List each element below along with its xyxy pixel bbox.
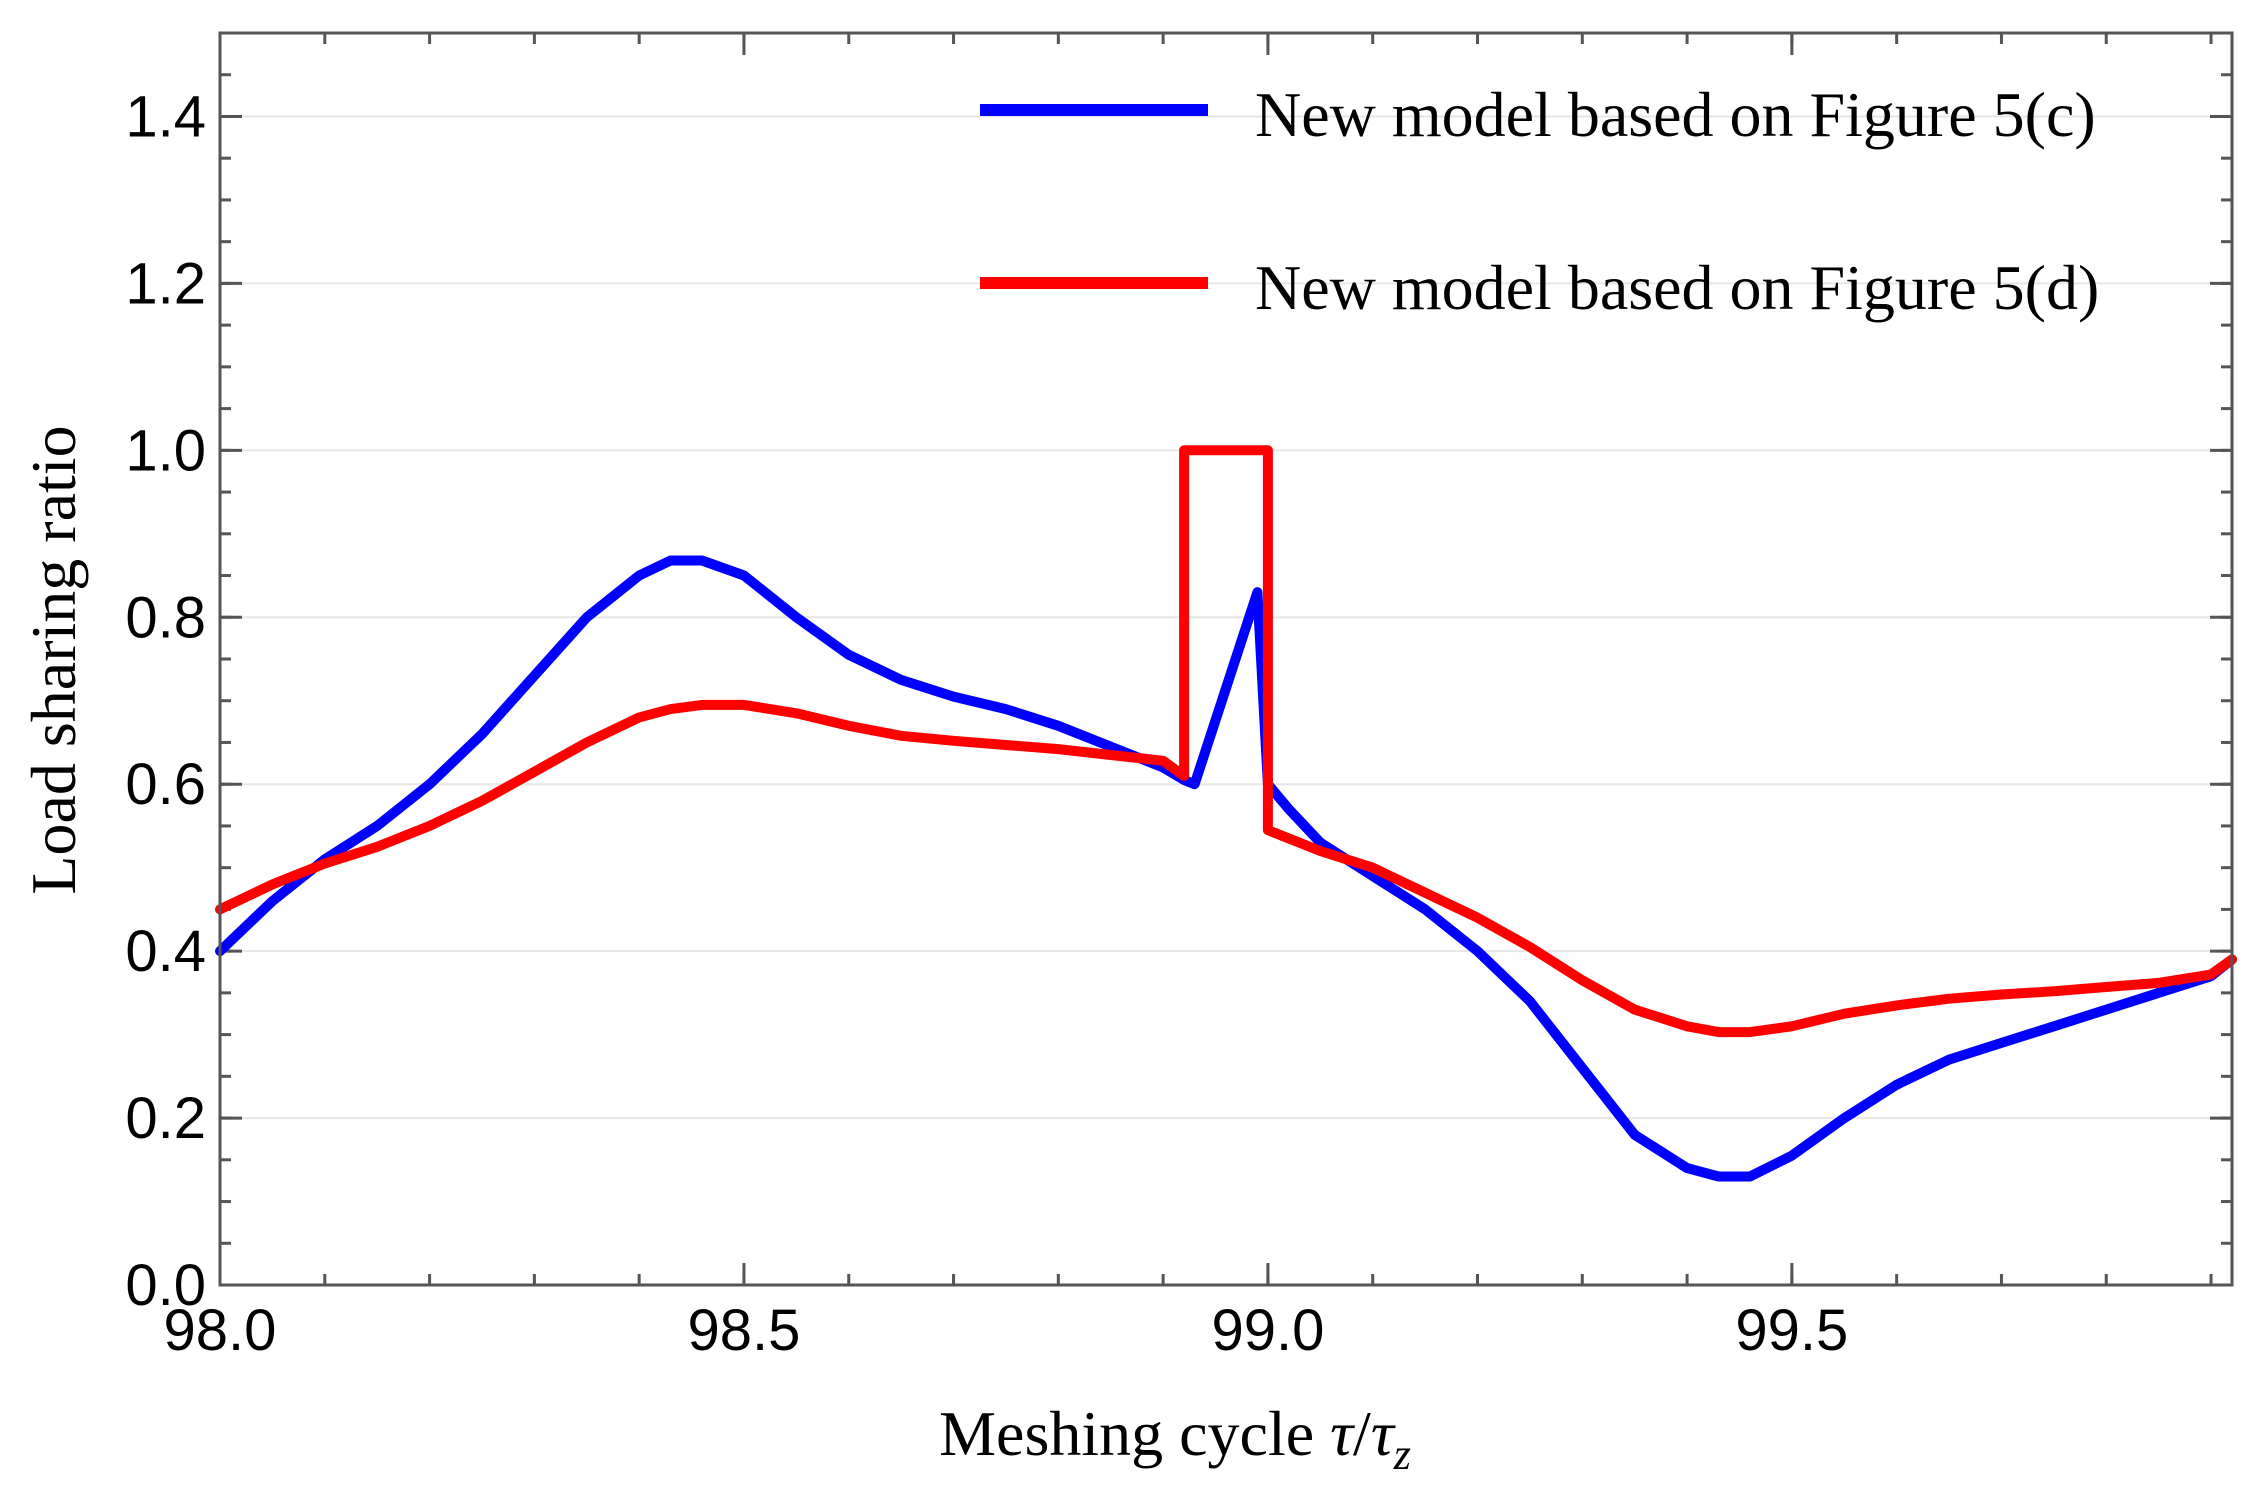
y-tick-label: 0.0 (125, 1253, 206, 1318)
legend-label-series-0: New model based on Figure 5(c) (1255, 79, 2096, 150)
plot-frame (218, 31, 2234, 1287)
x-tick-label: 99.0 (1211, 1298, 1324, 1363)
series-line-0 (215, 555, 2237, 1182)
y-tick-label: 0.6 (125, 752, 206, 817)
x-axis-title-text: Meshing cycle (939, 1398, 1330, 1469)
x-tick-labels: 98.0 98.5 99.0 99.5 (164, 1298, 1849, 1363)
y-axis-title: Load sharing ratio (18, 425, 89, 894)
y-tick-labels: 0.0 0.2 0.4 0.6 0.8 1.0 1.2 1.4 (125, 84, 206, 1318)
x-axis-title: Meshing cycle τ/τz (939, 1398, 1411, 1479)
x-tick-label: 98.5 (688, 1298, 801, 1363)
y-tick-label: 0.8 (125, 585, 206, 650)
y-tick-label: 1.4 (125, 84, 206, 149)
x-axis-tau: τ (1330, 1398, 1355, 1469)
legend: New model based on Figure 5(c) New model… (980, 79, 2099, 323)
series-lines (215, 445, 2237, 1182)
y-tick-label: 0.4 (125, 919, 206, 984)
y-tick-label: 1.0 (125, 418, 206, 483)
x-axis-tau2: τ (1371, 1398, 1396, 1469)
x-tick-label: 98.0 (164, 1298, 277, 1363)
y-tick-label: 1.2 (125, 251, 206, 316)
y-tick-label: 0.2 (125, 1086, 206, 1151)
x-tick-label: 99.5 (1735, 1298, 1848, 1363)
series-line-1 (215, 445, 2237, 1038)
x-axis-subscript: z (1393, 1430, 1411, 1479)
axis-ticks (218, 31, 2232, 1287)
legend-label-series-1: New model based on Figure 5(d) (1255, 252, 2099, 323)
x-axis-slash: / (1353, 1398, 1371, 1469)
